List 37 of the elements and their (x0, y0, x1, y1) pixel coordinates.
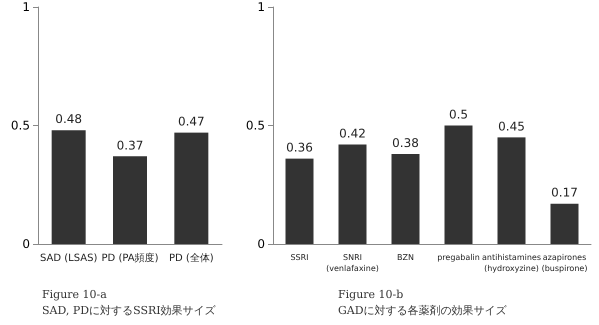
text: Figure 10-b (338, 288, 404, 301)
text: Figure 10-a (42, 288, 108, 301)
data-label: 0.36 (286, 140, 313, 155)
text: SAD, PDに対するSSRI効果サイズ (42, 304, 217, 317)
y-tick-label: 0 (257, 237, 265, 251)
bar (392, 154, 420, 244)
x-tick-label: SNRI (venlafaxine) (326, 253, 379, 273)
x-tick-label: pregabalin (437, 253, 480, 262)
x-tick-label: SAD (LSAS) (40, 253, 98, 264)
bar (174, 132, 208, 244)
data-label: 0.47 (178, 114, 205, 129)
bar (550, 204, 578, 244)
bar (338, 144, 366, 244)
bar (498, 137, 526, 244)
data-label: 0.38 (392, 136, 419, 150)
bar (113, 156, 147, 244)
x-tick-label: antihistamines (hydroxyzine) (482, 253, 542, 273)
data-label: 0.42 (339, 126, 366, 140)
data-label: 0.45 (498, 119, 525, 134)
x-tick-label: PD (全体) (168, 252, 214, 264)
y-tick-label: 0.5 (10, 118, 30, 132)
data-label: 0.5 (448, 108, 468, 122)
y-tick-label: 0.5 (246, 118, 265, 132)
data-label: 0.48 (55, 112, 82, 126)
x-tick-label: BZN (397, 253, 414, 262)
y-tick-label: 0 (22, 237, 30, 251)
bar (52, 130, 86, 244)
bar (286, 158, 314, 244)
y-tick-label: 1 (22, 0, 30, 14)
x-tick-label: PD (PA頻度) (102, 252, 159, 264)
text: GADに対する各薬剤の効果サイズ (338, 304, 508, 317)
x-tick-label: SSRI (290, 253, 309, 262)
data-label: 0.37 (116, 138, 144, 152)
data-label: 0.17 (551, 186, 578, 200)
x-tick-label: azapirones (buspirone) (542, 253, 588, 273)
y-tick-label: 1 (257, 0, 265, 14)
bar (444, 126, 472, 244)
